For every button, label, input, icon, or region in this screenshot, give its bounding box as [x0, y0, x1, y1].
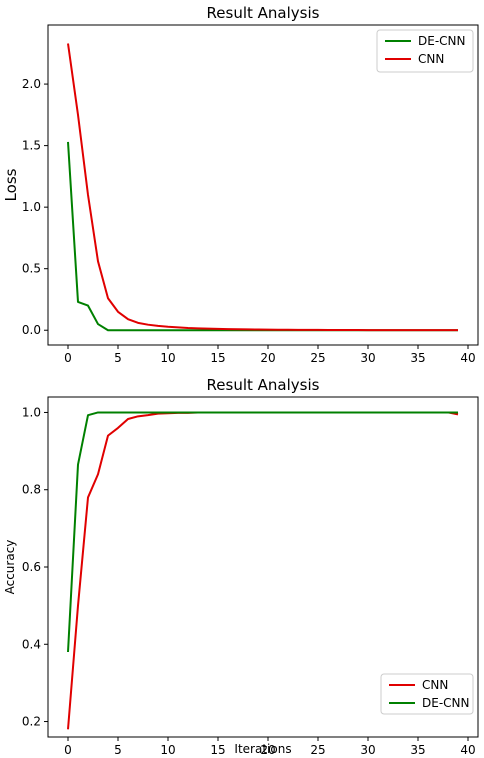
y-tick-label: 1.5	[22, 139, 41, 153]
y-tick-label: 0.5	[22, 262, 41, 276]
x-tick-label: 0	[64, 743, 72, 757]
legend-label: DE-CNN	[418, 34, 465, 48]
series-line-de-cnn	[67, 141, 458, 332]
series-line-cnn	[67, 43, 458, 332]
x-tick-label: 30	[360, 351, 375, 365]
x-tick-label: 35	[410, 743, 425, 757]
chart-accuracy: Result Analysis 0 5 10 15 20 25 30 35 40 0.2 0.4 0.6…	[3, 376, 479, 757]
y-tick-label: 1.0	[22, 405, 41, 419]
legend: CNN DE-CNN	[380, 673, 474, 715]
y-tick-label: 0.2	[22, 715, 41, 729]
x-tick-label: 0	[64, 351, 72, 365]
x-tick-label: 15	[210, 351, 225, 365]
x-tick-label: 25	[310, 351, 325, 365]
y-axis-label: Accuracy	[3, 540, 17, 595]
series-line-de-cnn	[67, 411, 458, 653]
y-axis-label: Loss	[2, 168, 20, 201]
y-tick-label: 0.4	[22, 637, 41, 651]
x-tick-label: 10	[160, 351, 175, 365]
x-tick-label: 40	[460, 351, 475, 365]
x-tick-label: 40	[460, 743, 475, 757]
x-tick-label: 30	[360, 743, 375, 757]
x-tick-label: 20	[260, 743, 275, 757]
y-tick-label: 0.8	[22, 483, 41, 497]
chart-title: Result Analysis	[207, 376, 320, 394]
y-tick-label: 2.0	[22, 77, 41, 91]
chart-loss: Result Analysis 0 5 10 15 20 25 30 35 40 0.0 0.5 1.0…	[2, 4, 479, 365]
x-tick-label: 10	[160, 743, 175, 757]
chart-title: Result Analysis	[207, 4, 320, 22]
x-tick-label: 5	[114, 743, 122, 757]
y-tick-label: 0.0	[22, 323, 41, 337]
legend-label: DE-CNN	[422, 696, 469, 710]
x-tick-label: 5	[114, 351, 122, 365]
x-tick-label: 15	[210, 743, 225, 757]
x-tick-label: 35	[410, 351, 425, 365]
y-tick-label: 1.0	[22, 200, 41, 214]
x-axis-label: Iterations	[234, 742, 291, 756]
x-tick-label: 20	[260, 351, 275, 365]
y-tick-label: 0.6	[22, 560, 41, 574]
legend: DE-CNN CNN	[376, 29, 474, 73]
legend-label: CNN	[418, 52, 444, 66]
x-tick-label: 25	[310, 743, 325, 757]
legend-label: CNN	[422, 678, 448, 692]
plot-frame	[47, 24, 479, 346]
